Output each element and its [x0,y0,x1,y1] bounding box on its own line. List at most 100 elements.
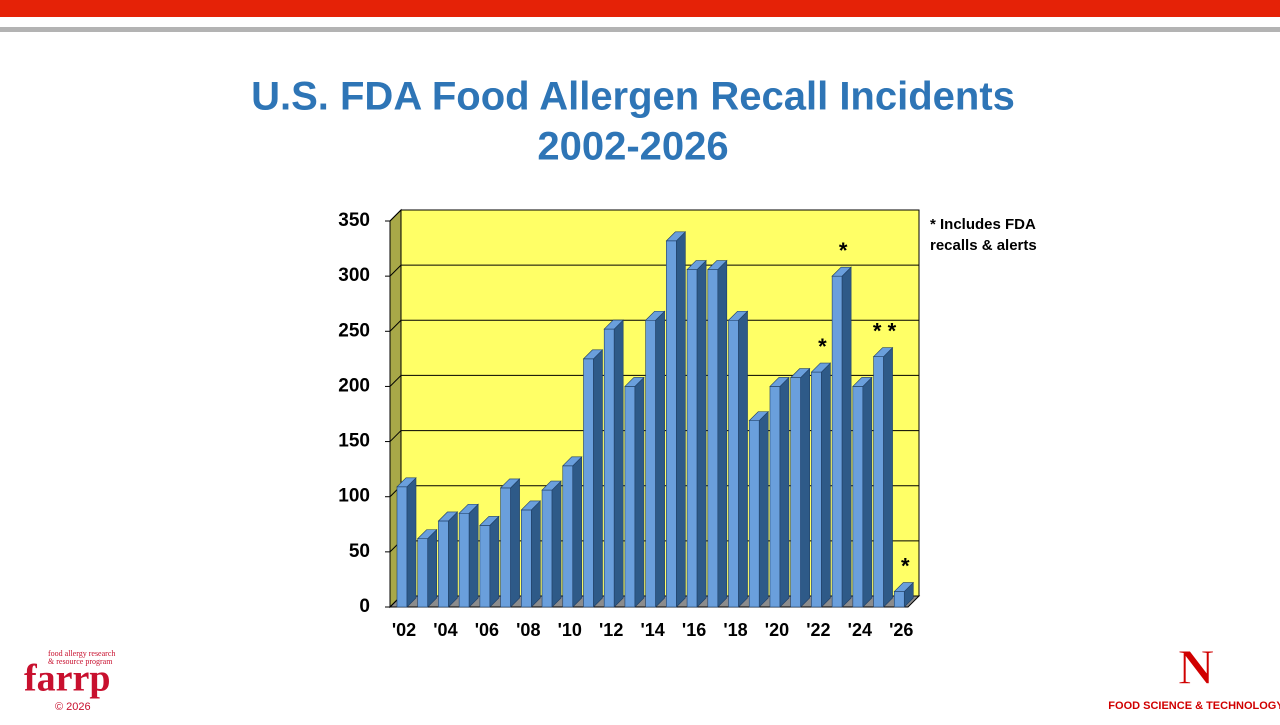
y-tick-label: 50 [349,541,370,562]
grid-line [389,319,402,332]
bar-top [665,231,687,242]
bar-side [841,266,852,608]
bar-top [707,260,728,270]
bar [562,456,583,608]
bar-front [603,328,615,608]
grid-line [389,430,402,442]
bar-side [634,376,645,608]
bar-front [521,509,532,608]
bar [707,259,728,608]
grid-line [389,264,402,277]
x-tick-label: '16 [682,620,706,640]
bar-front [396,486,408,608]
bar-top [686,260,707,270]
bar-front [686,269,698,608]
y-tick-label: 300 [338,265,370,286]
bar-top [541,480,562,491]
x-tick-label: '18 [723,620,747,640]
bar-top [831,266,852,277]
bar-top [520,500,542,511]
bar [893,581,915,608]
bar-side [676,231,686,608]
bar-side [821,362,831,608]
bar-side [406,477,417,608]
bar-top [479,516,500,526]
bar-top [893,582,915,592]
bar [458,503,479,608]
logo-dept: FOOD SCIENCE & TECHNOLOGY [1108,700,1280,712]
bar-side [717,259,728,608]
bar-top [852,377,873,387]
bar-side [551,480,562,608]
bar-top [396,477,417,488]
bar-side [427,528,438,608]
x-tick-label: '02 [392,620,416,640]
x-tick-label: '06 [475,620,499,640]
bar-side [572,456,583,608]
bar [727,310,749,608]
bar-front [500,487,511,608]
bar [769,376,790,608]
bar-front [811,371,822,608]
y-tick-label: 100 [338,486,370,507]
x-tick-label: '22 [806,620,830,640]
bar [437,511,459,608]
chart-title: U.S. FDA Food Allergen Recall Incidents [251,75,1015,119]
chart: 0 50 100 150 200 250 300 350 '02 '04 '06 '08 '10 '12 '… [338,208,921,640]
bar-side [448,511,458,608]
bar-front [852,386,864,608]
bar-side [779,376,790,608]
bar [872,346,894,608]
bar-top [582,349,604,360]
logo-farrp: farrp [24,658,111,700]
bar [396,477,417,608]
x-tick-label: '26 [889,620,913,640]
bar-front [479,525,491,608]
bar [603,319,624,608]
y-tick-label: 150 [338,431,370,452]
bar [541,480,562,608]
bar-top [437,511,459,522]
x-tick-label: '10 [558,620,582,640]
x-tick-label: '14 [640,620,664,640]
bar-front [790,377,801,608]
x-tick-label: '24 [848,620,872,640]
bar-side [800,367,810,608]
top-bar [0,0,1280,17]
bar [624,376,645,608]
bar-front [893,591,905,608]
bar-front [417,538,429,608]
logo-n: N [1178,638,1214,694]
bar-side [613,319,624,608]
bar-front [438,520,449,608]
bar [520,500,542,608]
bar-marker: * [818,334,827,359]
y-tick-label: 0 [359,596,370,617]
bar-front [562,465,574,608]
y-tick-label: 200 [338,375,370,396]
bar-marker: * [901,553,910,578]
bar-top [416,529,438,539]
bar-top [727,310,749,321]
bar [479,515,500,608]
bar-front [728,319,739,608]
bar-top [624,377,645,387]
bar-side [489,515,500,608]
bar [416,528,438,608]
bar-side [862,376,873,608]
bar-side [883,346,893,608]
bar-side [510,478,520,608]
bar-top [872,347,894,357]
y-tick-label: 350 [338,210,370,231]
bar-front [458,512,470,608]
bar-top [789,368,811,378]
bar-side [738,310,748,608]
bar-side [655,310,665,608]
bar-top [769,377,790,387]
x-tick-label: '04 [433,620,457,640]
bar [789,367,811,608]
bar-side [468,503,479,608]
x-tick-label: '20 [765,620,789,640]
bar [686,259,707,608]
footnote: recalls & alerts [930,237,1037,254]
